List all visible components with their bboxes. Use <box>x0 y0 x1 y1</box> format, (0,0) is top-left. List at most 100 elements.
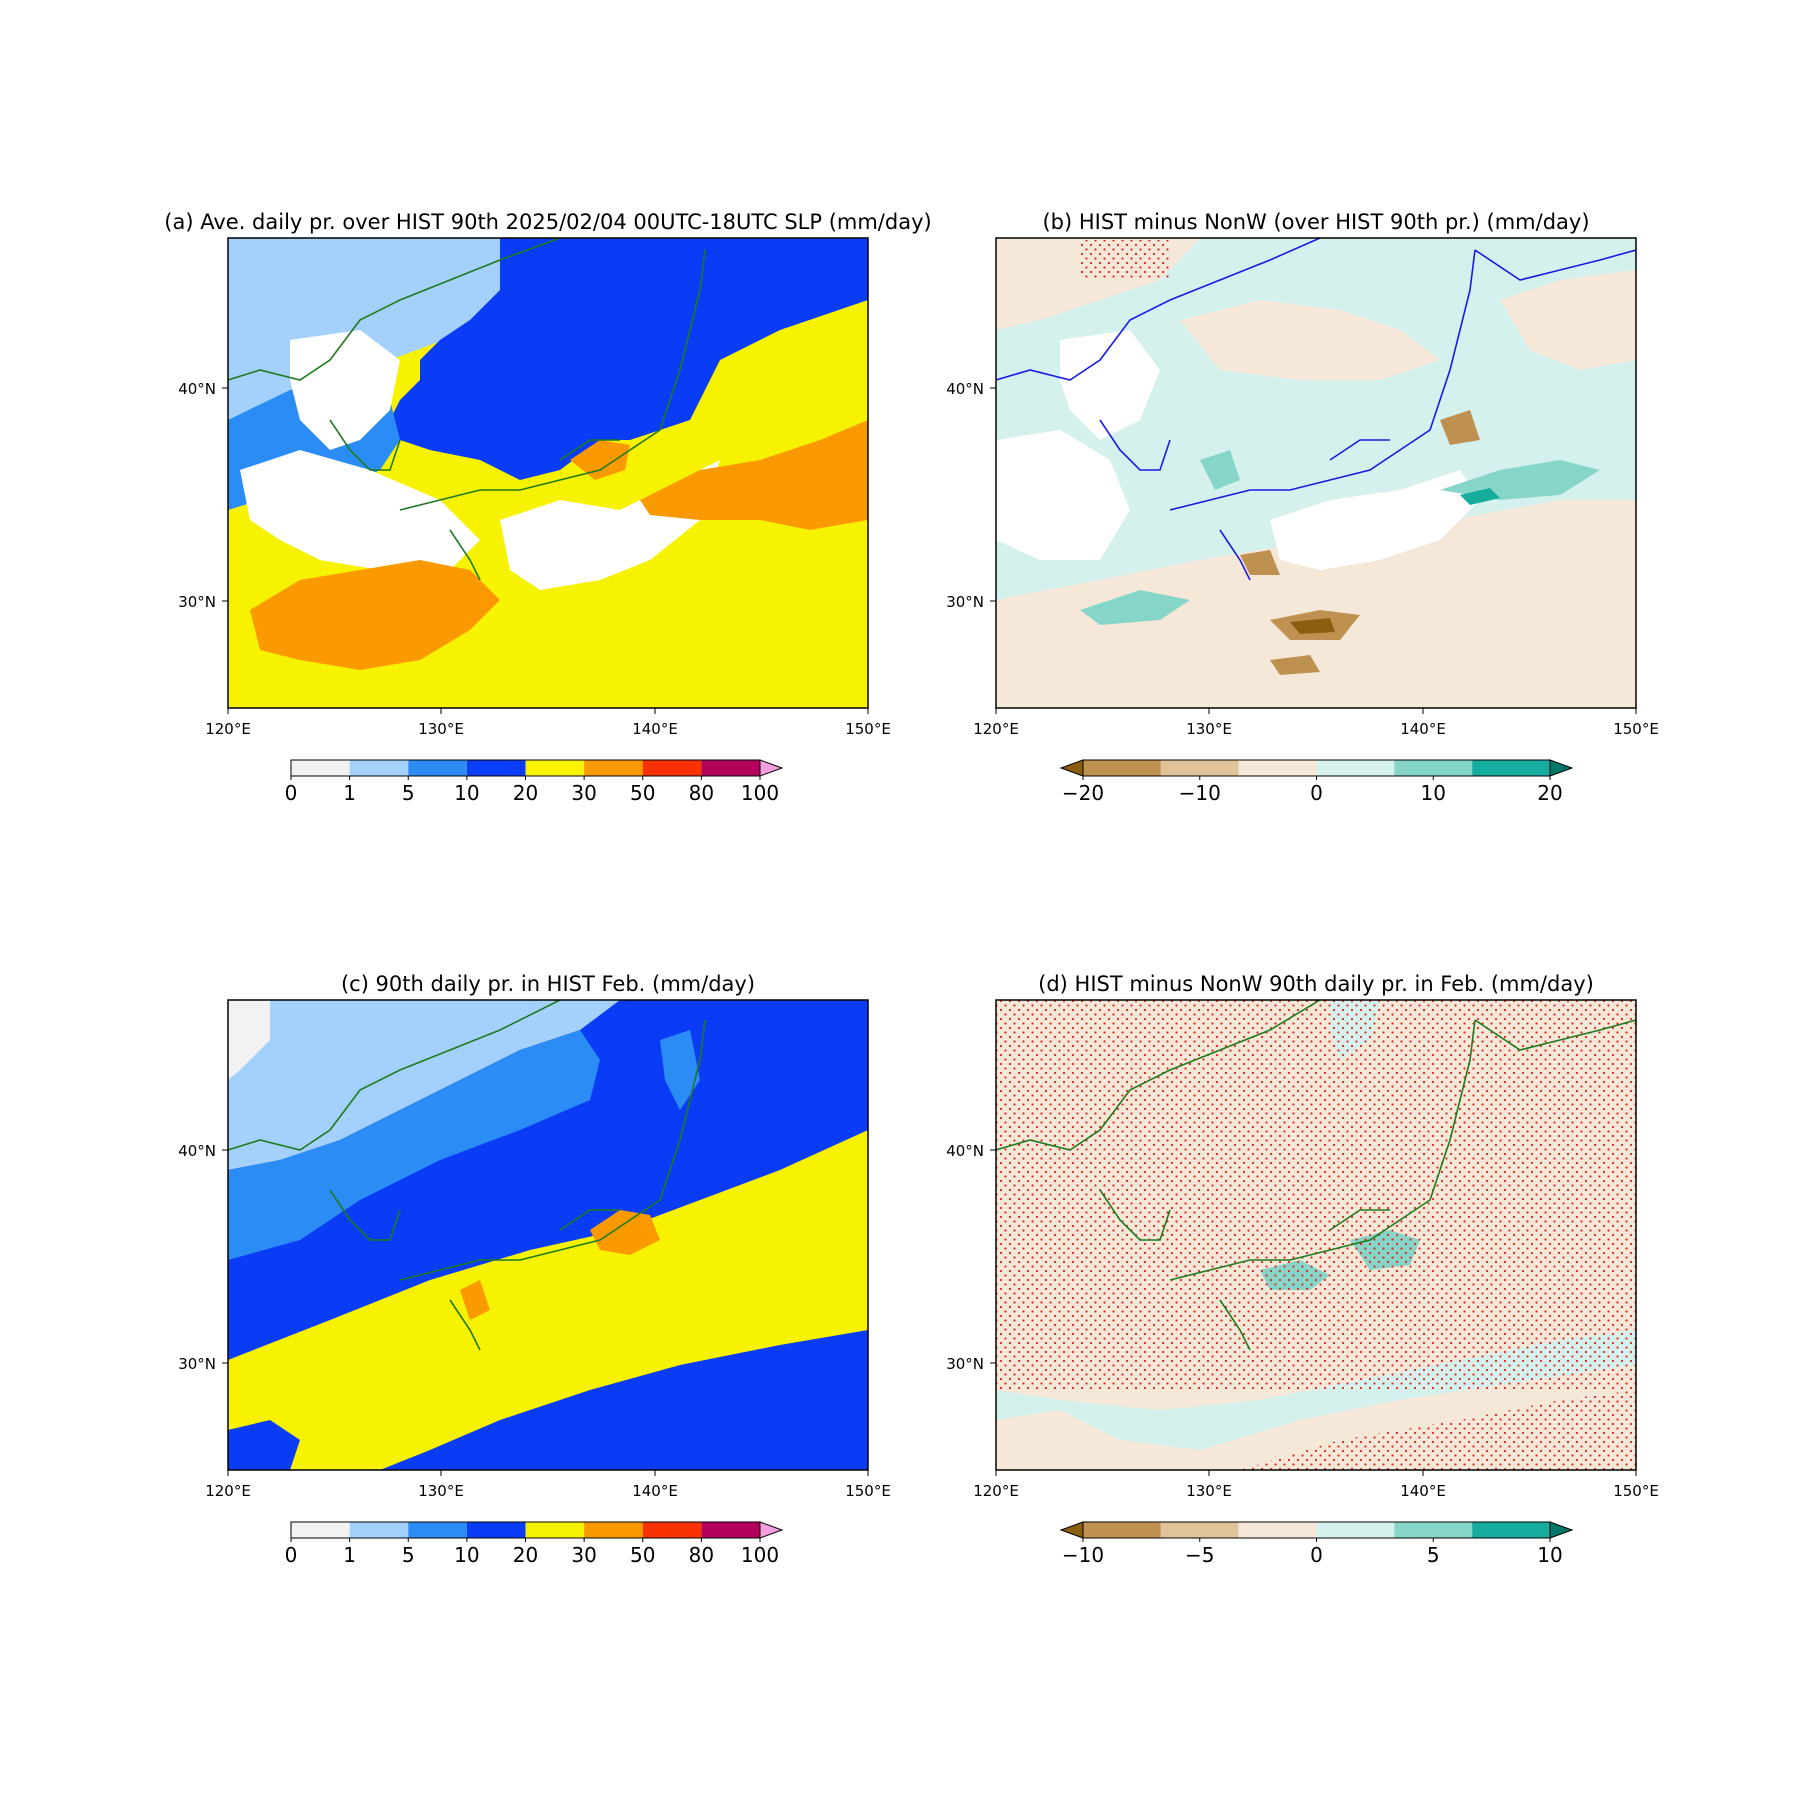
panel-d-map <box>996 1000 1636 1470</box>
colorbar-b-bin-6 <box>1472 760 1550 776</box>
panel-b-field-tan-2 <box>996 500 1636 708</box>
panel-b-field-teal-4 <box>1200 450 1240 490</box>
panel-d-coastline <box>996 1000 1636 1351</box>
panel-c-field-lightblue <box>228 1000 620 1170</box>
colorbar-c-tick-0: 0 <box>285 1543 298 1567</box>
colorbar-d-extend-high <box>1549 1521 1574 1539</box>
colorbar-c-bin-3 <box>466 1522 526 1538</box>
colorbar-b-bin-5 <box>1394 760 1473 776</box>
panel-c-field-yellow <box>228 1130 868 1470</box>
panel-d-colorbar: −10 −5 0 5 10 <box>1059 1521 1574 1567</box>
colorbar-c-extend <box>759 1521 784 1539</box>
colorbar-c-tick-4: 20 <box>513 1543 538 1567</box>
panel-b-field-teal-3 <box>1080 590 1190 625</box>
colorbar-c-tick-1: 1 <box>343 1543 356 1567</box>
panel-c-xtick-130: 130°E <box>418 1482 464 1500</box>
panel-b-field-brown-4 <box>1440 410 1480 445</box>
panel-d-title: (d) HIST minus NonW 90th daily pr. in Fe… <box>1038 972 1594 996</box>
panel-b-field-tan-4 <box>1500 270 1636 370</box>
panel-d-ytick-30: 30°N <box>946 1355 984 1373</box>
colorbar-a-tick-0: 0 <box>285 781 298 805</box>
colorbar-a-tick-6: 50 <box>630 781 655 805</box>
colorbar-b-tick-3: 10 <box>1421 781 1446 805</box>
panel-a-coastline <box>228 238 706 581</box>
colorbar-b-tick-1: −10 <box>1179 781 1221 805</box>
panel-d: (d) HIST minus NonW 90th daily pr. in Fe… <box>946 972 1659 1567</box>
colorbar-a-bin-0 <box>291 760 350 776</box>
colorbar-c-tick-2: 5 <box>402 1543 415 1567</box>
panel-a-field-blue-sea <box>390 238 868 480</box>
panel-c: (c) 90th daily pr. in HIST Feb. (mm/day)… <box>178 972 891 1567</box>
colorbar-c-bin-2 <box>408 1522 467 1538</box>
colorbar-d-bin-5 <box>1394 1522 1473 1538</box>
panel-d-xtick-130: 130°E <box>1186 1482 1232 1500</box>
panel-b-field-brown-2 <box>1290 618 1335 634</box>
colorbar-a-tick-4: 20 <box>513 781 538 805</box>
colorbar-b-extend-low <box>1059 759 1084 777</box>
panel-a-xtick-120: 120°E <box>205 720 251 738</box>
colorbar-a-bin-2 <box>408 760 467 776</box>
colorbar-d-extend-low <box>1059 1521 1084 1539</box>
panel-a-field-white-2 <box>240 450 480 570</box>
panel-a-colorbar: 0 1 5 10 20 30 50 80 100 <box>285 759 784 805</box>
colorbar-a-bin-6 <box>642 760 702 776</box>
colorbar-a-bin-4 <box>525 760 585 776</box>
colorbar-a-bin-3 <box>466 760 526 776</box>
colorbar-b-bin-2 <box>1160 760 1239 776</box>
panel-b-field-white-3 <box>1270 470 1480 570</box>
panel-b-stipple-1 <box>1080 240 1170 280</box>
panel-c-frame <box>227 999 869 1471</box>
colorbar-a-bin-1 <box>349 760 409 776</box>
panel-b-field-white-1 <box>1060 330 1160 440</box>
panel-b-ytick-40: 40°N <box>946 380 984 398</box>
panel-d-xtick-150: 150°E <box>1613 1482 1659 1500</box>
colorbar-d-tick-0: −10 <box>1062 1543 1104 1567</box>
colorbar-b-bin-1 <box>1083 760 1161 776</box>
colorbar-b-tick-4: 20 <box>1537 781 1562 805</box>
colorbar-c-tick-8: 100 <box>741 1543 779 1567</box>
colorbar-b-tick-2: 0 <box>1310 781 1323 805</box>
colorbar-d-bin-1 <box>1083 1522 1161 1538</box>
panel-a-map <box>228 238 868 708</box>
panel-d-axes: 120°E 130°E 140°E 150°E 40°N 30°N <box>946 1142 1659 1500</box>
colorbar-c-bin-0 <box>291 1522 350 1538</box>
colorbar-d-bin-3 <box>1238 1522 1317 1538</box>
panel-d-xtick-140: 140°E <box>1400 1482 1446 1500</box>
panel-b-xtick-130: 130°E <box>1186 720 1232 738</box>
panel-c-title: (c) 90th daily pr. in HIST Feb. (mm/day) <box>341 972 755 996</box>
colorbar-c-tick-6: 50 <box>630 1543 655 1567</box>
panel-c-field-midblue-japan <box>660 1030 700 1110</box>
panel-b-xtick-150: 150°E <box>1613 720 1659 738</box>
panel-b-field-teal-1 <box>1440 460 1600 500</box>
colorbar-c-bin-7 <box>701 1522 760 1538</box>
panel-b-field-white-2 <box>996 430 1130 560</box>
panel-b-field-tan-3 <box>1180 300 1440 380</box>
colorbar-b-extend-high <box>1549 759 1574 777</box>
colorbar-d-bin-2 <box>1160 1522 1239 1538</box>
colorbar-a-tick-5: 30 <box>571 781 596 805</box>
colorbar-d-tick-1: −5 <box>1185 1543 1214 1567</box>
colorbar-d-tick-4: 10 <box>1537 1543 1562 1567</box>
colorbar-a-tick-7: 80 <box>689 781 714 805</box>
panel-a-title: (a) Ave. daily pr. over HIST 90th 2025/0… <box>164 210 931 234</box>
colorbar-d-bin-6 <box>1472 1522 1550 1538</box>
panel-c-field-grey <box>228 1000 270 1080</box>
panel-d-frame <box>995 999 1637 1471</box>
colorbar-a-bin-5 <box>584 760 643 776</box>
colorbar-a-tick-1: 1 <box>343 781 356 805</box>
panel-a-field-white-1 <box>290 330 400 450</box>
panel-a-xtick-140: 140°E <box>632 720 678 738</box>
colorbar-b-bin-3 <box>1238 760 1317 776</box>
panel-b-xtick-120: 120°E <box>973 720 1019 738</box>
panel-a-frame <box>227 237 869 709</box>
panel-a-field-orange-1 <box>250 560 500 670</box>
panel-d-xtick-120: 120°E <box>973 1482 1019 1500</box>
colorbar-c-bin-1 <box>349 1522 409 1538</box>
panel-c-coastline <box>228 1000 706 1351</box>
panel-b-field-brown-3 <box>1240 550 1280 575</box>
colorbar-d-bin-4 <box>1316 1522 1395 1538</box>
panel-a-field-orange-2 <box>640 420 868 530</box>
panel-c-field-orange-1 <box>590 1210 660 1255</box>
panel-c-xtick-140: 140°E <box>632 1482 678 1500</box>
